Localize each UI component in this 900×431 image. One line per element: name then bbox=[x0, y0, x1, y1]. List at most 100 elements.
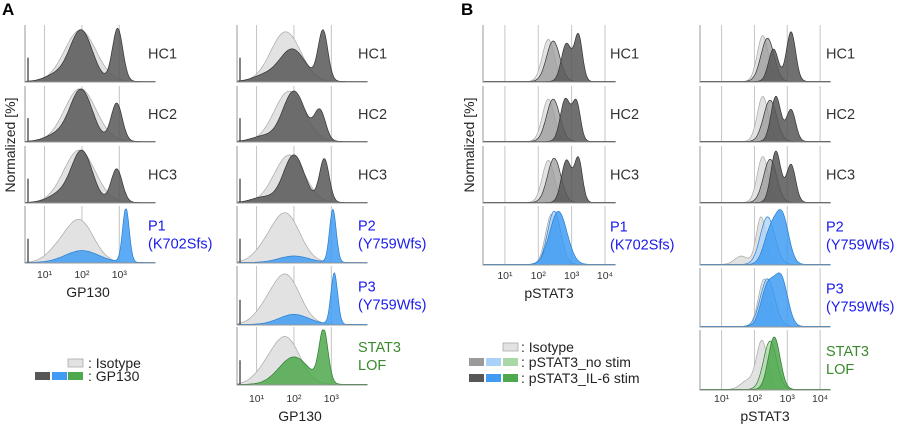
histogram-row: HC2 bbox=[24, 86, 177, 143]
x-tick-label: 10¹ bbox=[497, 270, 513, 282]
sample-label: HC2 bbox=[610, 107, 639, 123]
x-tick-label: 10² bbox=[286, 393, 302, 405]
histogram-row: P1 (K702Sfs) bbox=[482, 206, 674, 266]
legend-swatch bbox=[35, 372, 50, 380]
sample-label: HC3 bbox=[148, 168, 177, 184]
sample-label: (Y759Wfs) bbox=[826, 300, 895, 316]
x-tick-label: 10³ bbox=[112, 269, 128, 281]
sample-label: STAT3 bbox=[358, 340, 401, 356]
histogram-row: HC3 bbox=[24, 146, 177, 204]
x-tick-label: 10¹ bbox=[249, 393, 265, 405]
histogram-hc_nostim bbox=[482, 40, 616, 83]
legend-swatch bbox=[503, 374, 518, 382]
legend-label: : pSTAT3_no stim bbox=[521, 354, 631, 370]
legend-swatch bbox=[68, 372, 83, 380]
y-axis-label-b: Normalized [%] bbox=[461, 98, 477, 193]
histogram-patient_stim bbox=[236, 272, 368, 326]
histogram-row: HC2 bbox=[699, 86, 855, 143]
histogram-hc_stim bbox=[24, 149, 156, 204]
sample-label: P2 bbox=[826, 220, 844, 236]
x-axis-label: pSTAT3 bbox=[740, 408, 789, 424]
legend-swatch bbox=[502, 342, 519, 352]
x-tick-label: 10³ bbox=[780, 393, 796, 405]
sample-label: HC1 bbox=[610, 47, 639, 63]
chart-column-2: HC1 HC2 HC3 P2 (Y759Wfs) P3 (Y759Wfs) STAT3 LOF 1… bbox=[236, 25, 427, 424]
sample-label: LOF bbox=[358, 358, 386, 374]
legend-label: : pSTAT3_IL-6 stim bbox=[521, 370, 640, 386]
sample-label: HC3 bbox=[358, 168, 387, 184]
histogram-row: HC3 bbox=[699, 146, 855, 204]
histogram-row: HC1 bbox=[236, 25, 387, 83]
chart-column-4: HC1 HC2 HC3 P2 (Y759Wfs) P3 (Y759Wfs) STAT3 LOF 1… bbox=[699, 25, 895, 424]
sample-label: HC2 bbox=[358, 107, 387, 123]
legend-label: : Isotype bbox=[88, 355, 141, 371]
sample-label: P2 bbox=[358, 219, 376, 235]
histogram-patient_stim bbox=[236, 208, 368, 264]
histogram-row: P2 (Y759Wfs) bbox=[236, 206, 427, 264]
histogram-hc_stim bbox=[24, 88, 156, 143]
histogram-patient_stim bbox=[24, 208, 156, 264]
x-tick-label: 10¹ bbox=[37, 269, 53, 281]
histogram-row: HC1 bbox=[24, 25, 177, 83]
histogram-row: HC2 bbox=[236, 86, 387, 143]
sample-label: HC1 bbox=[358, 47, 387, 63]
legend-swatch bbox=[52, 372, 67, 380]
sample-label: P3 bbox=[358, 280, 376, 296]
legends: : Isotype: GP130: Isotype: pSTAT3_no sti… bbox=[35, 339, 640, 386]
x-tick-label: 10² bbox=[531, 270, 547, 282]
legend-swatch bbox=[469, 374, 484, 382]
x-axis-label: GP130 bbox=[278, 408, 322, 424]
histogram-row: HC1 bbox=[482, 25, 639, 83]
sample-label: P1 bbox=[148, 219, 166, 235]
sample-label: (Y759Wfs) bbox=[358, 298, 427, 314]
histogram-hc_nostim bbox=[482, 98, 616, 143]
histogram-row: HC3 bbox=[482, 146, 639, 204]
sample-label: (K702Sfs) bbox=[148, 237, 212, 253]
histogram-row: HC2 bbox=[482, 86, 639, 143]
histogram-row: STAT3 LOF bbox=[236, 327, 401, 386]
x-axis-label: pSTAT3 bbox=[524, 285, 573, 301]
x-tick-label: 10¹ bbox=[714, 393, 730, 405]
legend-swatch bbox=[503, 358, 518, 366]
sample-label: LOF bbox=[826, 362, 854, 378]
legend-swatch bbox=[469, 358, 484, 366]
sample-label: P3 bbox=[826, 282, 844, 298]
sample-label: HC2 bbox=[148, 107, 177, 123]
histogram-row: P1 (K702Sfs) bbox=[24, 206, 212, 264]
x-tick-label: 10⁴ bbox=[812, 393, 828, 405]
y-axis-label-a: Normalized [%] bbox=[2, 98, 18, 193]
histogram-row: P2 (Y759Wfs) bbox=[699, 206, 895, 266]
sample-label: HC1 bbox=[148, 47, 177, 63]
histogram-row: HC1 bbox=[699, 25, 855, 83]
x-tick-label: 10³ bbox=[564, 270, 580, 282]
histogram-lof_stim bbox=[699, 336, 831, 391]
panel-letter-b: B bbox=[461, 0, 473, 19]
sample-label: (K702Sfs) bbox=[610, 238, 674, 254]
sample-label: STAT3 bbox=[826, 344, 869, 360]
legend-swatch bbox=[486, 374, 501, 382]
legend-swatch bbox=[486, 358, 501, 366]
x-tick-label: 10³ bbox=[324, 393, 340, 405]
histogram-lof_stim bbox=[236, 329, 368, 386]
x-tick-label: 10² bbox=[74, 269, 90, 281]
histogram-patient_stim bbox=[699, 209, 831, 266]
histogram-hc_stim bbox=[24, 27, 156, 83]
histogram-row: P3 (Y759Wfs) bbox=[699, 268, 895, 328]
legend-swatch bbox=[67, 358, 84, 368]
sample-label: HC3 bbox=[826, 168, 855, 184]
histogram-row: HC3 bbox=[236, 146, 387, 204]
chart-column-3: HC1 HC2 HC3 P1 (K702Sfs) 10¹ 10² 10³ 10⁴ pSTAT3 bbox=[482, 25, 674, 301]
legend-b: : Isotype: pSTAT3_no stim: pSTAT3_IL-6 s… bbox=[469, 339, 640, 386]
sample-label: HC1 bbox=[826, 47, 855, 63]
sample-label: HC3 bbox=[610, 168, 639, 184]
x-tick-label: 10⁴ bbox=[597, 270, 613, 282]
histogram-patient_stim bbox=[482, 210, 616, 266]
histogram-row: STAT3 LOF bbox=[699, 330, 869, 391]
legend-a: : Isotype: GP130 bbox=[35, 355, 141, 384]
legend-label: : GP130 bbox=[88, 368, 140, 384]
sample-label: HC2 bbox=[826, 107, 855, 123]
x-tick-label: 10² bbox=[747, 393, 763, 405]
